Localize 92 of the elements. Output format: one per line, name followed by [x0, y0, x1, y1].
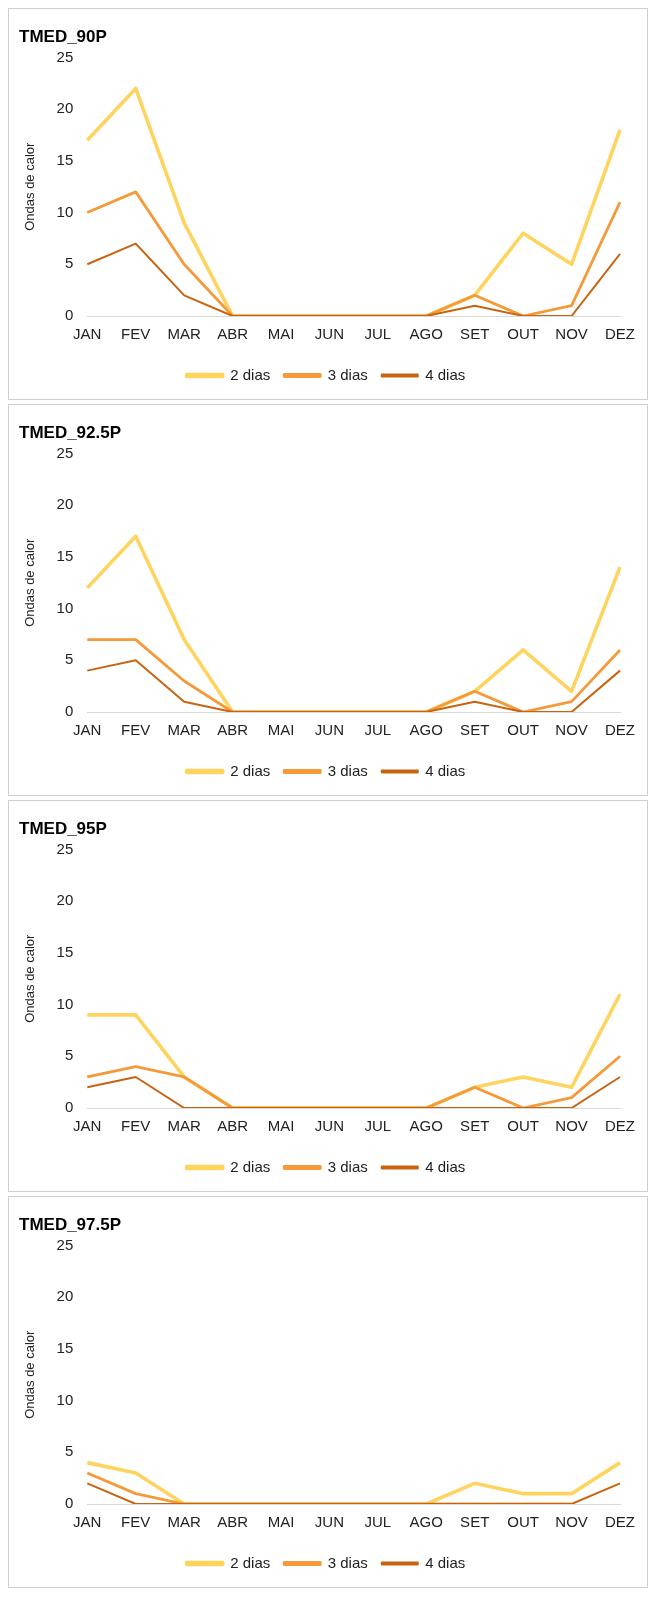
x-tick-label: JAN	[73, 1513, 102, 1531]
y-tick-label: 15	[56, 150, 74, 168]
y-tick-label: 5	[64, 254, 74, 272]
x-tick-label: JAN	[73, 1117, 102, 1135]
y-tick-label: 25	[56, 47, 74, 65]
y-tick-label: 25	[56, 839, 74, 857]
y-tick-label: 25	[56, 1235, 74, 1253]
x-tick-label: MAI	[267, 1117, 295, 1135]
y-tick-label: 20	[56, 1287, 74, 1305]
y-tick-label: 0	[64, 1098, 74, 1116]
x-tick-label: JAN	[73, 325, 102, 343]
x-tick-label: MAR	[167, 1117, 201, 1135]
x-tick-label: FEV	[121, 1117, 151, 1135]
y-tick-label: 20	[56, 495, 74, 513]
y-tick-label: 0	[64, 702, 74, 720]
x-tick-label: ABR	[217, 325, 249, 343]
y-tick-label: 0	[64, 306, 74, 324]
x-tick-label: JUL	[364, 325, 392, 343]
y-tick-label: 15	[56, 942, 74, 960]
legend-label: 4 dias	[425, 761, 466, 779]
chart-title: TMED_97.5P	[19, 1214, 122, 1234]
x-tick-label: DEZ	[605, 1513, 635, 1531]
x-tick-label: JUN	[314, 721, 345, 739]
x-tick-label: SET	[460, 325, 490, 343]
legend-label: 3 dias	[327, 365, 368, 383]
legend-label: 4 dias	[425, 1157, 466, 1175]
x-tick-label: JUL	[364, 721, 392, 739]
y-tick-label: 10	[56, 1390, 74, 1408]
x-tick-label: MAR	[167, 325, 201, 343]
y-tick-label: 20	[56, 891, 74, 909]
x-tick-label: DEZ	[605, 721, 635, 739]
x-tick-label: JUN	[314, 1117, 345, 1135]
x-tick-label: SET	[460, 1117, 490, 1135]
y-tick-label: 5	[64, 650, 74, 668]
x-tick-label: MAR	[167, 721, 201, 739]
x-tick-label: DEZ	[605, 1117, 635, 1135]
y-tick-label: 0	[64, 1494, 74, 1512]
legend-label: 2 dias	[230, 1157, 271, 1175]
x-tick-label: OUT	[507, 1513, 539, 1531]
x-tick-label: JAN	[73, 721, 102, 739]
y-axis-title: Ondas de calor	[22, 1329, 38, 1419]
x-tick-label: OUT	[507, 1117, 539, 1135]
legend-label: 4 dias	[425, 1553, 466, 1571]
x-tick-label: FEV	[121, 721, 151, 739]
y-axis-title: Ondas de calor	[22, 537, 38, 627]
x-tick-label: AGO	[409, 721, 443, 739]
y-tick-label: 15	[56, 546, 74, 564]
chart-title: TMED_90P	[19, 26, 107, 46]
y-tick-label: 5	[64, 1046, 74, 1064]
x-tick-label: JUN	[314, 325, 345, 343]
x-tick-label: JUL	[364, 1513, 392, 1531]
x-tick-label: AGO	[409, 1513, 443, 1531]
x-tick-label: AGO	[409, 325, 443, 343]
x-tick-label: NOV	[555, 721, 588, 739]
chart-title: TMED_92.5P	[19, 422, 122, 442]
x-tick-label: SET	[460, 721, 490, 739]
y-tick-label: 5	[64, 1442, 74, 1460]
x-tick-label: ABR	[217, 1117, 249, 1135]
y-tick-label: 10	[56, 202, 74, 220]
x-tick-label: ABR	[217, 721, 249, 739]
x-tick-label: NOV	[555, 325, 588, 343]
x-tick-label: JUN	[314, 1513, 345, 1531]
x-tick-label: NOV	[555, 1117, 588, 1135]
x-tick-label: MAI	[267, 325, 295, 343]
legend-label: 2 dias	[230, 365, 271, 383]
x-tick-label: SET	[460, 1513, 490, 1531]
legend-label: 2 dias	[230, 1553, 271, 1571]
x-tick-label: MAI	[267, 721, 295, 739]
x-tick-label: ABR	[217, 1513, 249, 1531]
y-tick-label: 10	[56, 994, 74, 1012]
y-tick-label: 10	[56, 598, 74, 616]
x-tick-label: FEV	[121, 325, 151, 343]
y-axis-title: Ondas de calor	[22, 933, 38, 1023]
legend-label: 3 dias	[327, 1553, 368, 1571]
legend-label: 3 dias	[327, 1157, 368, 1175]
x-tick-label: OUT	[507, 721, 539, 739]
y-tick-label: 25	[56, 443, 74, 461]
legend-label: 4 dias	[425, 365, 466, 383]
x-tick-label: NOV	[555, 1513, 588, 1531]
legend-label: 2 dias	[230, 761, 271, 779]
y-tick-label: 20	[56, 99, 74, 117]
x-tick-label: OUT	[507, 325, 539, 343]
x-tick-label: AGO	[409, 1117, 443, 1135]
chart-title: TMED_95P	[19, 818, 107, 838]
legend-label: 3 dias	[327, 761, 368, 779]
y-tick-label: 15	[56, 1338, 74, 1356]
x-tick-label: MAR	[167, 1513, 201, 1531]
y-axis-title: Ondas de calor	[22, 141, 38, 231]
x-tick-label: DEZ	[605, 325, 635, 343]
x-tick-label: JUL	[364, 1117, 392, 1135]
x-tick-label: MAI	[267, 1513, 295, 1531]
x-tick-label: FEV	[121, 1513, 151, 1531]
